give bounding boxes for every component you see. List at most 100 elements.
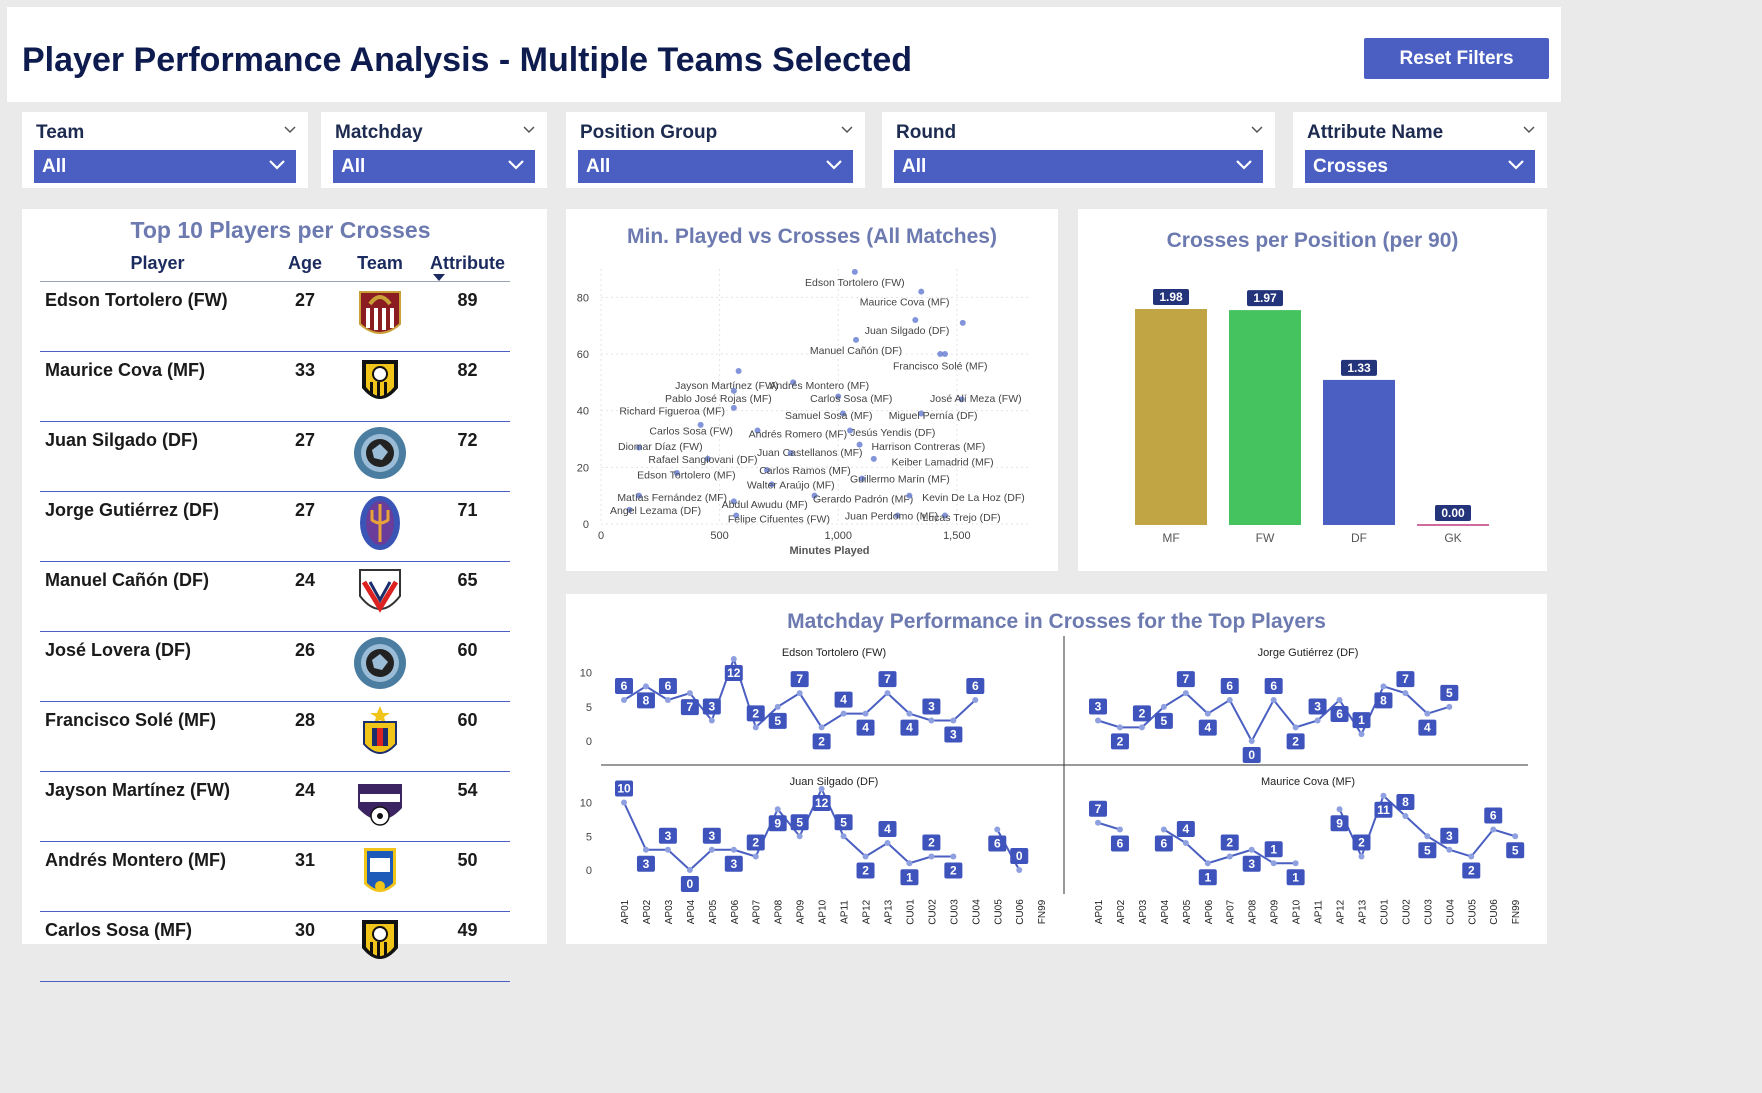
scatter-point [730,404,737,411]
trident-crest [360,495,400,550]
team-dropdown[interactable]: All [34,150,296,183]
data-label: 6 [1270,679,1277,693]
chevron-down-icon[interactable] [284,124,296,136]
attribute-cell: 71 [425,491,510,562]
data-label-box [900,869,919,886]
series-line [1097,821,1121,831]
team-logo-cell [335,491,425,562]
team-logo-cell [335,351,425,422]
data-label: 8 [1402,795,1409,809]
data-label: 6 [972,679,979,693]
line-point [1380,683,1387,690]
line-point [906,860,913,867]
data-label: 2 [862,864,869,878]
point-label: Diomar Díaz (FW) [618,441,703,453]
scatter-point [635,444,642,451]
round-dropdown[interactable]: All [894,150,1263,183]
data-label: 6 [665,679,672,693]
bar-chart[interactable]: 1.98 MF 1.97 FW 1.33 DF 0.00 GK [1078,209,1547,571]
point-label: Manuel Cañón (DF) [810,345,902,357]
reset-filters-button[interactable]: Reset Filters [1364,38,1549,79]
x-tick-label: AP12 [862,899,873,924]
table-row[interactable]: Andrés Montero (MF) 31 50 [40,841,510,912]
y-tick-label: 10 [580,798,592,810]
age-cell: 26 [275,631,335,702]
line-point [928,853,935,860]
data-label-box [1484,807,1503,824]
scatter-point [673,470,680,476]
data-label: 3 [1095,700,1102,714]
data-label-box [1440,827,1459,844]
x-tick-label: AP02 [1116,899,1127,924]
table-row[interactable]: Francisco Solé (MF) 28 60 [40,701,510,772]
column-header-attribute[interactable]: Attribute [425,247,510,282]
data-label: 7 [1182,672,1189,686]
line-point [686,867,693,873]
point-label: Lucas Trejo (DF) [922,512,1000,524]
team-logo-cell [335,281,425,352]
data-label: 6 [1490,809,1497,823]
scatter-point [764,467,771,474]
player-cell: Edson Tortolero (FW) [40,281,275,352]
x-tick-label: FW [1256,531,1275,545]
attribute-cell: 49 [425,911,510,982]
point-label: Andrés Montero (MF) [769,380,869,392]
table-row[interactable]: Manuel Cañón (DF) 24 65 [40,561,510,632]
chevron-down-icon[interactable] [1523,124,1535,136]
table-row[interactable]: Jorge Gutiérrez (DF) 27 71 [40,491,510,562]
data-label: 2 [1226,836,1233,850]
data-label: 2 [1292,734,1299,748]
position-group-dropdown[interactable]: All [578,150,853,183]
header-card: Player Performance Analysis - Multiple T… [7,7,1561,102]
point-label: Juan Silgado (DF) [865,325,950,337]
table-row[interactable]: Juan Silgado (DF) 27 72 [40,421,510,492]
chevron-down-icon[interactable] [523,124,535,136]
x-tick-label: CU02 [1401,899,1412,925]
attribute-cell: 72 [425,421,510,492]
data-label: 3 [665,829,672,843]
data-label: 3 [708,829,715,843]
column-header-player[interactable]: Player [40,247,275,282]
line-point [1314,717,1321,724]
attribute-name-dropdown[interactable]: Crosses [1305,150,1535,183]
point-label: Richard Figueroa (MF) [619,406,725,418]
chevron-down-icon[interactable] [841,124,853,136]
data-label: 9 [774,816,781,830]
bar [1323,379,1395,525]
column-header-age[interactable]: Age [275,247,335,282]
x-tick-label: AP05 [708,899,719,924]
table-row[interactable]: Edson Tortolero (FW) 27 89 [40,281,510,352]
metropolitanos-crest [358,783,402,826]
data-label: 7 [1095,802,1102,816]
team-logo-cell [335,561,425,632]
x-tick-label: AP03 [1138,899,1149,924]
table-row[interactable]: Maurice Cova (MF) 33 82 [40,351,510,422]
x-tick-label: AP07 [1226,899,1237,924]
top-players-card: Top 10 Players per Crosses Player Age Te… [22,209,547,982]
filter-label: Attribute Name [1307,122,1444,143]
data-label-box [1396,794,1415,810]
table-row[interactable]: José Lovera (DF) 26 60 [40,631,510,702]
matchday-dropdown[interactable]: All [333,150,535,183]
x-tick-label: CU06 [1489,899,1500,925]
table-header-row: Player Age Team Attribute [40,247,510,282]
point-label: Gerardo Padrón (MF) [813,494,913,506]
data-label: 6 [1226,679,1233,693]
x-tick-label: AP03 [664,899,675,924]
line-point [774,703,781,710]
point-label: Abdul Awudu (MF) [722,499,808,511]
line-point [752,724,759,731]
table-row[interactable]: Jayson Martínez (FW) 24 54 [40,771,510,842]
scatter-chart[interactable]: 0 20 40 60 80 0 500 1,000 1,500 Minutes Played Eds… [566,209,1058,571]
x-tick-label: 0 [598,530,604,542]
y-tick-label: 0 [586,736,592,748]
chevron-down-icon[interactable] [1251,124,1263,136]
column-header-team[interactable]: Team [335,247,425,282]
table-row[interactable]: Carlos Sosa (MF) 30 49 [40,911,510,982]
filter-label: Matchday [335,122,423,143]
line-point [664,846,671,853]
age-cell: 24 [275,561,335,632]
data-label-box [1418,842,1437,859]
line-point [840,833,847,840]
